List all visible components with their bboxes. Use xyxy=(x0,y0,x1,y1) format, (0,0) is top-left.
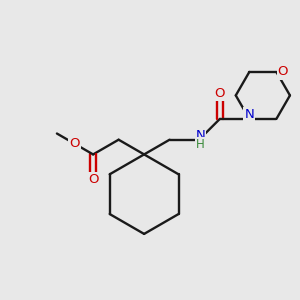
Text: O: O xyxy=(278,65,288,79)
Text: O: O xyxy=(70,137,80,150)
Text: N: N xyxy=(196,129,206,142)
Text: N: N xyxy=(244,108,254,121)
Text: H: H xyxy=(196,138,205,151)
Text: O: O xyxy=(214,87,225,100)
Text: O: O xyxy=(88,173,98,186)
